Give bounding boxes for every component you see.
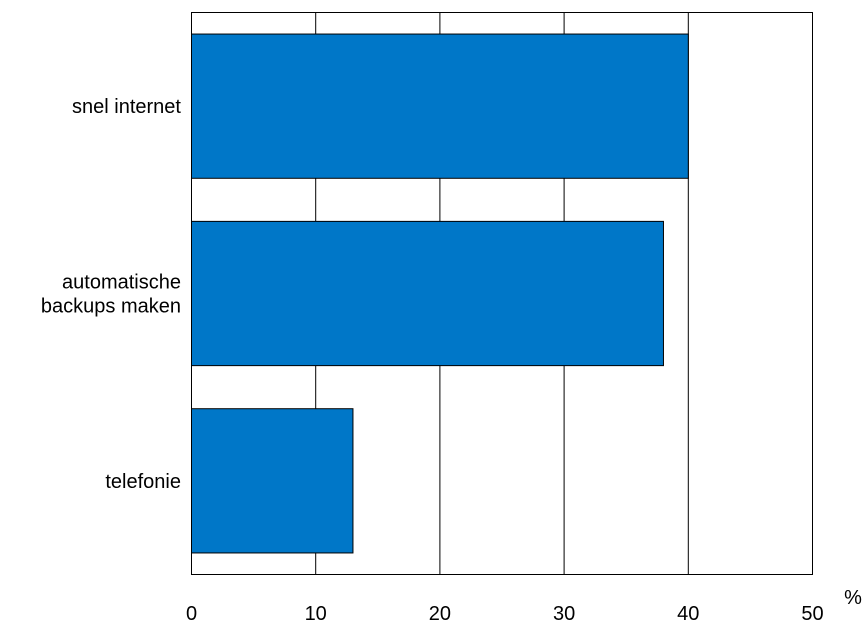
bar-2 bbox=[191, 408, 354, 554]
category-label-line: backups maken bbox=[41, 296, 181, 318]
x-tick-label-20: 20 bbox=[429, 603, 451, 624]
category-label-line: telefonie bbox=[105, 471, 181, 493]
x-tick-label-30: 30 bbox=[553, 603, 575, 624]
x-unit-label: % bbox=[844, 587, 862, 609]
category-label-2: telefonie bbox=[105, 471, 181, 493]
category-label-0: snel internet bbox=[72, 96, 181, 118]
x-tick-label-10: 10 bbox=[305, 603, 327, 624]
x-tick-label-40: 40 bbox=[677, 603, 699, 624]
x-tick-labels: 0 10 20 30 40 50 bbox=[186, 603, 824, 624]
bar-1 bbox=[191, 220, 664, 367]
plot-frame bbox=[191, 12, 813, 575]
category-label-line: automatische bbox=[62, 272, 181, 294]
x-tick-label-50: 50 bbox=[801, 603, 823, 624]
category-label-line: snel internet bbox=[72, 96, 181, 118]
category-label-1: automatische backups maken bbox=[41, 272, 181, 318]
category-labels: snel internet automatische backups maken te… bbox=[41, 96, 182, 493]
x-tick-label-0: 0 bbox=[186, 603, 197, 624]
bar-0 bbox=[191, 33, 689, 179]
chart-bars bbox=[191, 33, 689, 554]
